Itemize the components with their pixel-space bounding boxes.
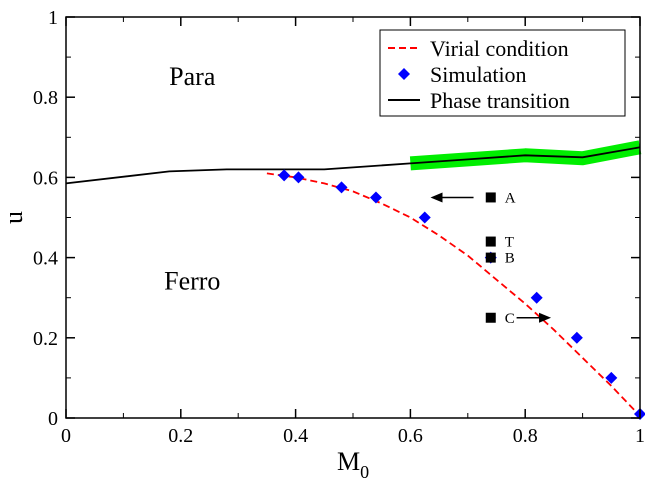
- x-axis-label-main: M: [337, 447, 360, 476]
- x-tick-label: 0.8: [513, 425, 538, 447]
- arrow-head: [430, 192, 443, 203]
- point-c-label: C: [505, 311, 515, 327]
- legend: Virial condition Simulation Phase transi…: [379, 29, 626, 117]
- x-tick-label: 0.2: [168, 425, 193, 447]
- y-tick-label: 0: [48, 408, 58, 430]
- y-tick-label: 0.2: [33, 328, 58, 350]
- arrow-head: [539, 312, 552, 323]
- y-tick-label: 1: [48, 7, 58, 29]
- annotation-layer: A TB C: [430, 190, 552, 327]
- point-a-marker: [485, 192, 496, 203]
- point-b-label: B: [505, 251, 515, 267]
- simulation-point: [530, 291, 543, 304]
- series-layer: [65, 146, 641, 417]
- legend-box: [379, 29, 626, 117]
- x-tick-label: 0.4: [283, 425, 308, 447]
- simulation-point: [418, 211, 431, 224]
- y-axis-label: u: [0, 211, 28, 224]
- x-tick-label: 1: [635, 425, 645, 447]
- legend-label-simulation: Simulation: [430, 62, 527, 87]
- simulation-point: [369, 191, 382, 204]
- point-a-label: A: [505, 190, 516, 206]
- y-tick-label: 0.4: [33, 248, 58, 270]
- simulation-point: [278, 169, 291, 182]
- y-tick-label: 0.8: [33, 87, 58, 109]
- marker-layer: [278, 169, 645, 420]
- x-tick-label: 0.6: [398, 425, 423, 447]
- virial-condition-line: [266, 172, 641, 417]
- x-tick-label: 0: [61, 425, 71, 447]
- phase-transition-line: [65, 146, 641, 185]
- point-t-marker: [485, 236, 496, 247]
- tick-layer: 0 0.2 0.4 0.6 0.8 1 0 0.2 0.4 0.6 0.8 1: [33, 7, 645, 447]
- legend-label-phase-transition: Phase transition: [430, 88, 570, 113]
- x-axis-label: M0: [337, 447, 369, 481]
- x-axis-label-subscript: 0: [360, 462, 369, 481]
- region-label-ferro: Ferro: [164, 267, 220, 296]
- point-c-marker: [485, 312, 496, 323]
- simulation-point: [605, 371, 618, 384]
- simulation-point: [335, 181, 348, 194]
- region-label-para: Para: [169, 62, 216, 91]
- legend-label-virial: Virial condition: [430, 36, 569, 61]
- simulation-point: [570, 331, 583, 344]
- simulation-point: [292, 171, 305, 184]
- point-b-marker: [485, 252, 496, 263]
- legend-simulation-swatch: [398, 68, 410, 80]
- y-tick-label: 0.6: [33, 167, 58, 189]
- point-t-label: T: [505, 235, 514, 251]
